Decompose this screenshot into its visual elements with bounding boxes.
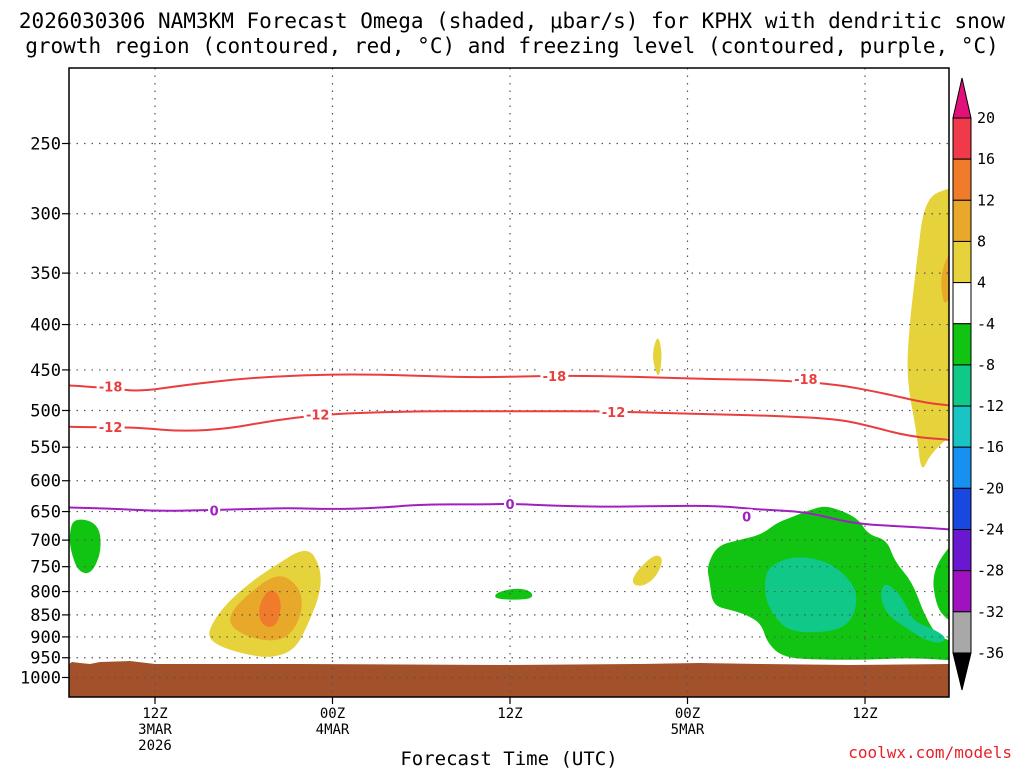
time-tick-label-30-0: 12Z [497,706,522,722]
contour-label-3: -18 [543,370,567,385]
pressure-tick-label-450: 450 [30,361,61,381]
time-tick-label-6-0: 12Z [142,706,167,722]
pressure-tick-label-400: 400 [30,316,61,336]
colorbar-swatch-0 [952,117,972,160]
colorbar-label-4: 4 [977,274,986,292]
pressure-tick-label-950: 950 [30,649,61,669]
omega-region-10 [632,555,662,586]
colorbar-swatch-1 [952,158,972,201]
contour-label-1: -12 [99,421,123,436]
pressure-tick-label-900: 900 [30,628,61,648]
contour-label-bg-6 [208,503,221,518]
colorbar-label-10: -24 [977,521,1004,539]
omega-region-3 [69,519,101,574]
ground-surface [69,661,949,697]
pressure-tick-label-750: 750 [30,558,61,578]
plot-frame [68,67,950,698]
colorbar-label-13: -36 [977,644,1004,662]
time-tick-label-18-0: 00Z [320,706,345,722]
contour-label-bg-4 [599,405,628,420]
time-tick-label-6-2: 2026 [138,738,172,754]
contour-label-bg-3 [540,368,569,383]
chart-title-line1: 2026030306 NAM3KM Forecast Omega (shaded… [19,9,1006,33]
colorbar-label-6: -8 [977,356,995,374]
colorbar-bottom-triangle [952,652,972,691]
colorbar-swatch-5 [952,323,972,366]
pressure-tick-label-700: 700 [30,531,61,551]
colorbar-label-8: -16 [977,438,1004,456]
x-axis-label: Forecast Time (UTC) [400,748,617,768]
time-tick-label-6-1: 3MAR [138,722,172,738]
omega-shading-layer [69,188,949,661]
contour-label-bg-8 [740,509,753,524]
contour-labels-layer: -18 -12 -12 -18 -12 -18 0 0 0 [96,368,820,525]
ground-layer [69,661,949,697]
time-tick-label-18-1: 4MAR [316,722,350,738]
colorbar-swatch-9 [952,487,972,531]
colorbar-label-5: -4 [977,315,995,333]
pressure-tick-label-550: 550 [30,438,61,458]
colorbar-swatch-2 [952,199,972,242]
colorbar-swatch-7 [952,405,972,448]
pressure-axis: 2503003504004505005506006507007508008509… [20,135,69,689]
colorbar-label-0: 20 [977,109,995,127]
omega-region-16 [764,557,857,633]
omega-region-17 [881,584,945,643]
contour-label-4: -12 [602,406,626,421]
pressure-tick-label-650: 650 [30,503,61,523]
colorbar-swatch-6 [952,364,972,407]
colorbar-label-3: 8 [977,232,986,250]
colorbar-label-1: 16 [977,150,995,168]
credit-text: coolwx.com/models [848,743,1012,762]
time-tick-label-42-0: 00Z [675,706,700,722]
pressure-tick-label-250: 250 [30,135,61,155]
contour-label-0: -18 [99,381,123,396]
colorbar-label-11: -28 [977,562,1004,580]
omega-region-12 [941,254,949,303]
time-tick-label-54-0: 12Z [852,706,877,722]
contour-label-6: 0 [210,504,219,519]
contour-label-7: 0 [505,498,514,513]
pressure-tick-label-850: 850 [30,606,61,626]
omega-region-8 [259,590,281,627]
chart-title-line2: growth region (contoured, red, °C) and f… [25,34,999,58]
pressure-tick-label-350: 350 [30,264,61,284]
colorbar-swatch-4 [952,282,972,325]
colorbar-swatch-8 [952,446,972,489]
colorbar-swatch-3 [952,240,972,284]
time-tick-label-42-1: 5MAR [671,722,705,738]
pressure-tick-label-800: 800 [30,583,61,603]
omega-region-15 [933,547,949,621]
contour-label-bg-7 [504,496,516,511]
pressure-tick-label-300: 300 [30,205,61,225]
pressure-tick-label-600: 600 [30,472,61,492]
omega-region-11 [907,188,949,468]
pressure-tick-label-500: 500 [30,402,61,422]
colorbar-label-12: -32 [977,603,1004,621]
contour-label-5: -18 [794,373,818,388]
contour-0-2 [69,503,949,531]
colorbar-label-9: -20 [977,479,1004,497]
pressure-tick-label-1000: 1000 [20,669,61,689]
colorbar-swatch-11 [952,570,972,613]
colorbar-label-7: -12 [977,397,1004,415]
contour-label-bg-1 [96,420,125,435]
contour-label-bg-0 [96,379,125,394]
colorbar: 20 16 12 8 4 -4 -8 -12 -16 -20 -24 -28 -32 -36 [952,77,1004,691]
colorbar-swatch-12 [952,611,972,654]
colorbar-swatch-10 [952,529,972,572]
colorbar-label-2: 12 [977,191,995,209]
contour-label-8: 0 [742,510,751,525]
contour-label-bg-2 [303,407,332,422]
contour-label-2: -12 [306,408,330,423]
contour-label-bg-5 [791,372,820,387]
omega-region-9 [653,338,662,376]
